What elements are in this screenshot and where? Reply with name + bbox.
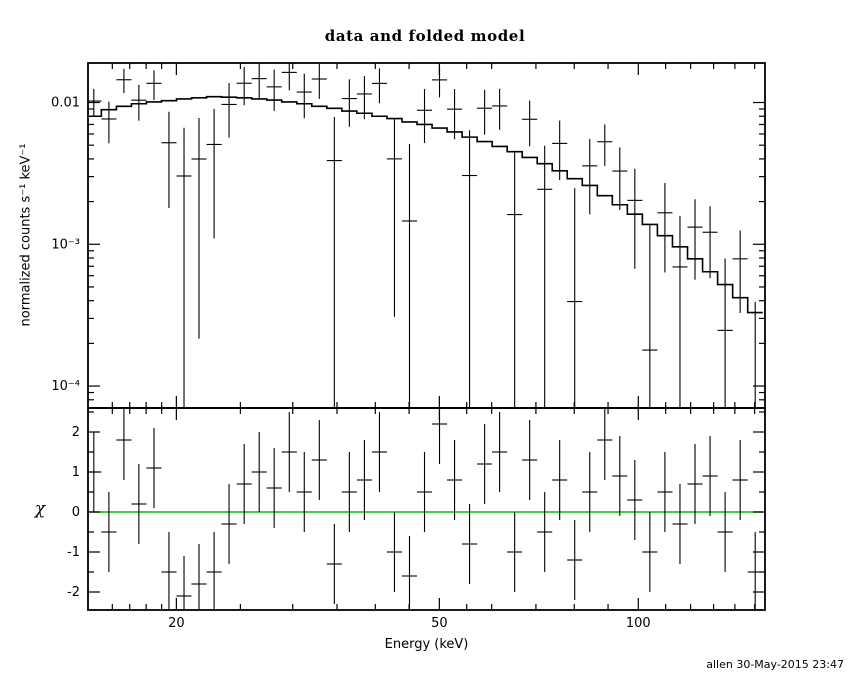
y-tick-label-bottom: 0: [72, 505, 80, 520]
y-tick-label-top: 10⁻³: [51, 237, 80, 252]
chi-residual-points: [88, 408, 763, 610]
y-tick-label-bottom: -2: [67, 585, 80, 600]
chart-title: data and folded model: [324, 27, 526, 45]
x-tick-label: 50: [431, 616, 448, 631]
tick-labels: 20 50 100 0.01 10⁻³ 10⁻⁴ -2 -1 0 1 2: [51, 96, 651, 631]
y-tick-label-bottom: -1: [67, 545, 80, 560]
y-tick-label-bottom: 1: [72, 465, 80, 480]
y-tick-label-bottom: 2: [72, 425, 80, 440]
x-axis-label-energy: Energy (keV): [384, 637, 469, 652]
y-axis-label-chi: χ: [34, 499, 46, 519]
data-points: [88, 63, 756, 408]
x-tick-label: 20: [168, 616, 185, 631]
y-tick-label-top: 10⁻⁴: [51, 379, 80, 394]
panel-frames: [87, 62, 766, 611]
axis-ticks: [88, 63, 765, 610]
plot-signature-timestamp: allen 30-May-2015 23:47: [706, 658, 844, 671]
x-tick-label: 100: [626, 616, 651, 631]
y-tick-label-top: 0.01: [51, 96, 80, 111]
